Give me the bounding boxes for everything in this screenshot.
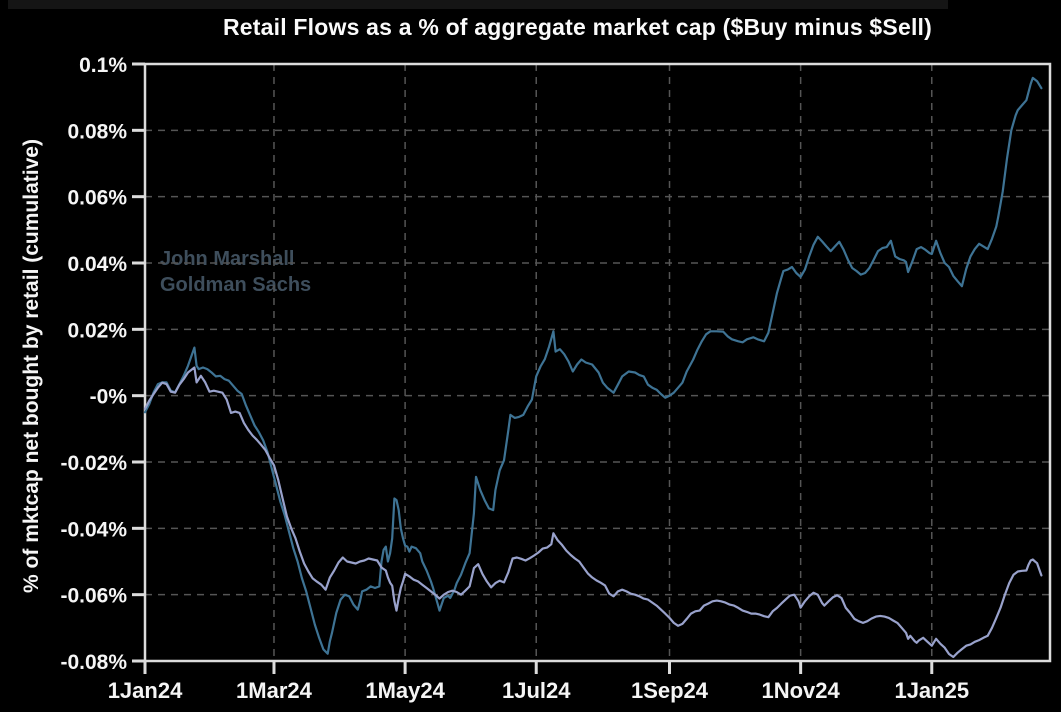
series-line-1 <box>143 76 1043 655</box>
y-tick-label: -0.06% <box>60 585 127 608</box>
y-tick-label: -0% <box>90 386 128 409</box>
y-axis-label: % of mktcap net bought by retail (cumula… <box>20 139 43 593</box>
y-tick-label: 0.08% <box>67 120 127 143</box>
x-tick-label: 1Jul24 <box>502 678 571 703</box>
y-tick-label: 0.02% <box>67 319 127 342</box>
watermark-line-1: John Marshall <box>160 248 295 270</box>
x-tick-label: 1Jan25 <box>894 678 969 703</box>
y-tick-label: 0.04% <box>67 253 127 276</box>
x-tick-label: 1Nov24 <box>762 678 841 703</box>
plot-border <box>143 62 1052 663</box>
x-tick-label: 1Mar24 <box>236 678 313 703</box>
chart-title: Retail Flows as a % of aggregate market … <box>222 14 932 40</box>
series-line-2 <box>143 366 1043 659</box>
y-tick-label: 0.1% <box>79 54 127 77</box>
x-tick-label: 1May24 <box>365 678 445 703</box>
x-tick-label: 1Jan24 <box>108 678 183 703</box>
x-tick-label: 1Sep24 <box>631 678 709 703</box>
y-tick-label: -0.04% <box>60 518 127 541</box>
y-tick-label: -0.02% <box>60 452 127 475</box>
y-tick-label: -0.08% <box>60 651 127 674</box>
y-tick-label: 0.06% <box>67 187 127 210</box>
window-top-strip <box>8 0 948 9</box>
